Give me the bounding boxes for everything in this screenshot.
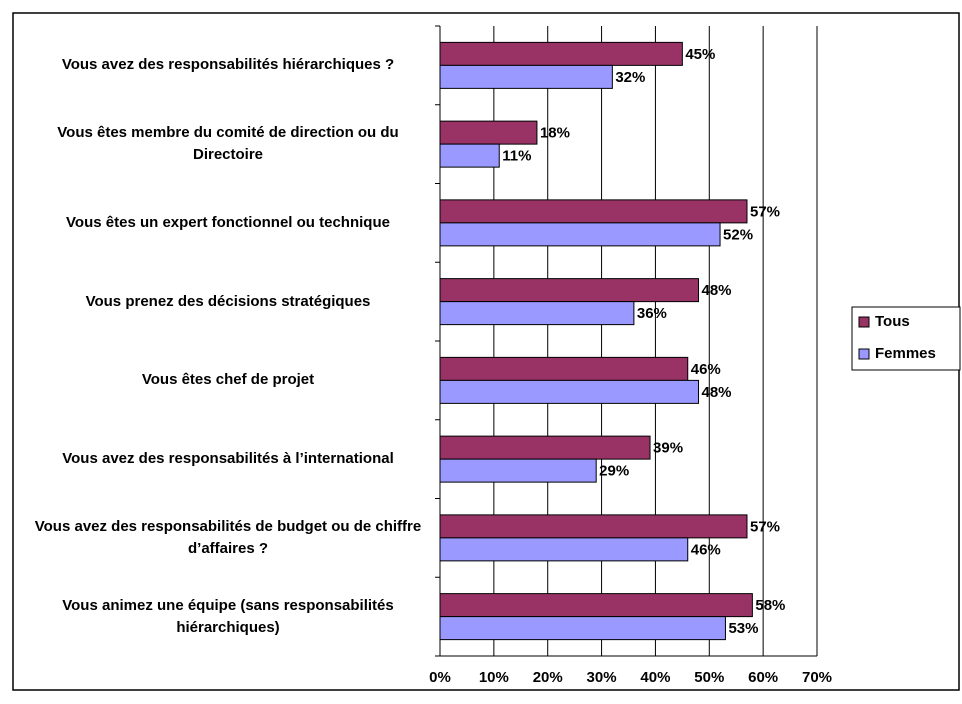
bar [439, 278, 700, 303]
y-tick-label: Vous avez des responsabilités de budget … [34, 517, 422, 557]
y-tick-label: Vous prenez des décisions stratégiques [85, 292, 371, 310]
bar [439, 143, 500, 168]
x-tick-label: 40% [640, 669, 670, 686]
y-tick-label: Vous animez une équipe (sans responsabil… [62, 596, 394, 636]
x-tick-label: 0% [429, 669, 451, 686]
data-label: 53% [728, 620, 758, 637]
y-tick-label: Vous avez des responsabilités à l’intern… [62, 450, 394, 468]
bar [439, 301, 635, 326]
y-tick-label: Vous avez des responsabilités hiérarchiq… [61, 56, 395, 74]
bar [439, 120, 538, 145]
data-label: 57% [750, 518, 780, 535]
bar [439, 41, 683, 66]
data-label: 36% [637, 305, 667, 322]
bar [439, 64, 613, 89]
x-tick-label: 10% [479, 669, 509, 686]
data-label: 32% [615, 69, 645, 86]
x-tick-label: 20% [533, 669, 563, 686]
data-label: 11% [502, 148, 531, 165]
data-label: 57% [750, 203, 780, 220]
data-label: 29% [599, 463, 629, 480]
data-label: 48% [702, 384, 732, 401]
bar [439, 222, 721, 247]
data-label: 52% [723, 226, 753, 243]
bar [439, 537, 689, 562]
y-tick-label: Vous êtes chef de projet [141, 371, 315, 389]
data-label: 46% [691, 541, 721, 558]
legend-label: Tous [875, 313, 910, 330]
legend-swatch [858, 316, 870, 328]
x-tick-label: 60% [748, 669, 778, 686]
data-label: 18% [540, 125, 570, 142]
bar [439, 199, 748, 224]
x-tick-label: 30% [587, 669, 617, 686]
bar [439, 356, 689, 381]
bar [439, 593, 753, 618]
bar [439, 514, 748, 539]
bar [439, 379, 700, 404]
y-tick-label: Vous êtes membre du comité de direction … [57, 124, 399, 164]
legend-label: Femmes [875, 345, 936, 362]
legend-box [851, 306, 961, 371]
data-label: 45% [685, 46, 715, 63]
y-tick-label: Vous êtes un expert fonctionnel ou techn… [66, 213, 390, 231]
data-label: 46% [691, 361, 721, 378]
data-label: 39% [653, 440, 683, 457]
x-tick-label: 50% [694, 669, 724, 686]
legend-swatch [858, 348, 870, 360]
data-label: 58% [755, 597, 785, 614]
bar [439, 435, 651, 460]
x-tick-label: 70% [802, 669, 832, 686]
data-label: 48% [702, 282, 732, 299]
bar [439, 458, 597, 483]
bar [439, 616, 726, 641]
